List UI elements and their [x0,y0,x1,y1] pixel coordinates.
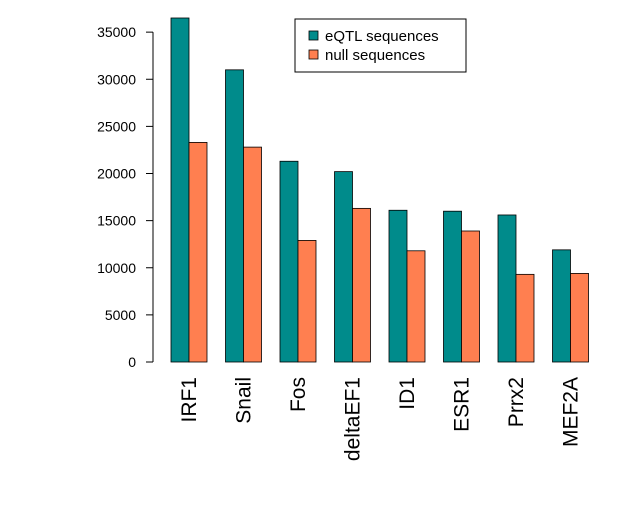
y-tick-label: 25000 [97,118,136,134]
x-axis-labels: IRF1 Snail Fos deltaEF1 ID1 ESR1 Prrx2 MEF2A [178,377,583,461]
y-tick-label: 20000 [97,166,136,182]
bar-deltaEF1-null [352,207,371,363]
bar-ESR1-eqtl [443,210,462,363]
legend-box [294,18,467,73]
x-tick-label-deltaEF1: deltaEF1 [342,377,365,461]
bar-Fos-null [297,240,317,363]
x-tick-label-Prrx2: Prrx2 [505,377,528,427]
y-tick-label: 10000 [97,260,136,276]
x-tick-label-MEF2A: MEF2A [560,377,583,447]
x-tick-label-ESR1: ESR1 [451,377,474,432]
y-tick-label: 30000 [97,71,136,87]
y-tick-label: 5000 [105,307,136,323]
bar-IRF1-null [188,142,208,363]
bar-Fos-eqtl [279,160,299,363]
legend-swatch-eqtl [308,30,319,41]
bars [170,17,589,363]
bar-MEF2A-null [570,273,589,363]
x-tick-label-ID1: ID1 [396,377,419,410]
y-tick-label: 0 [128,354,136,370]
x-tick-label-Snail: Snail [233,377,256,424]
bar-Prrx2-eqtl [497,214,517,363]
bar-ID1-eqtl [388,209,408,363]
y-tick-label: 15000 [97,213,136,229]
legend-swatch-null [308,49,319,60]
bar-IRF1-eqtl [170,17,190,363]
bar-ESR1-null [461,230,480,363]
bar-ID1-null [406,250,426,363]
y-axis: 0 5000 10000 15000 20000 25000 30000 35000 [97,24,154,370]
legend: eQTL sequences null sequences [294,18,467,73]
bar-Prrx2-null [515,273,535,363]
x-tick-label-Fos: Fos [287,377,310,412]
legend-label-eqtl: eQTL sequences [325,28,439,45]
legend-label-null: null sequences [325,47,425,64]
bar-MEF2A-eqtl [552,249,571,363]
y-tick-label: 35000 [97,24,136,40]
x-tick-label-IRF1: IRF1 [178,377,201,423]
bar-deltaEF1-eqtl [334,171,353,363]
bar-Snail-null [243,146,262,363]
bar-Snail-eqtl [225,69,244,363]
